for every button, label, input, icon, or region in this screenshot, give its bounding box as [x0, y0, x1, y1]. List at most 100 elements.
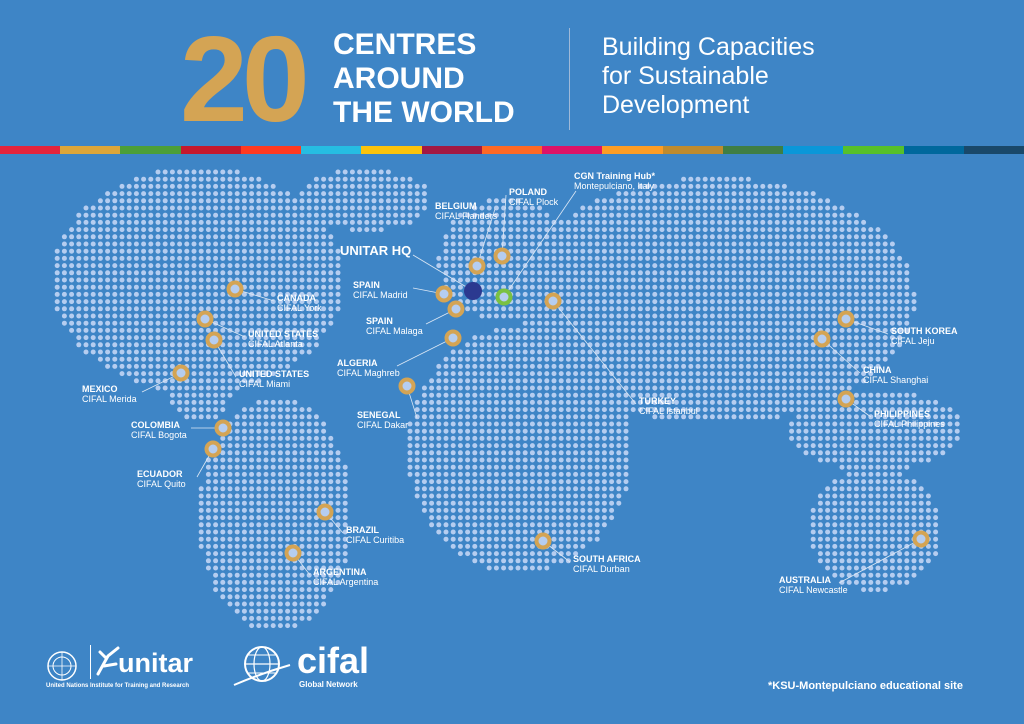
- land-dot: [443, 277, 449, 283]
- cifal-centre-marker[interactable]: [837, 390, 855, 408]
- land-dot: [925, 493, 931, 499]
- land-dot: [868, 587, 874, 593]
- land-dot: [825, 212, 831, 218]
- land-dot: [810, 212, 816, 218]
- cifal-centre-marker[interactable]: [544, 292, 562, 310]
- land-dot: [414, 435, 420, 441]
- land-dot: [249, 551, 255, 557]
- land-dot: [580, 241, 586, 247]
- land-dot: [213, 515, 219, 521]
- land-dot: [177, 399, 183, 405]
- land-dot: [637, 284, 643, 290]
- land-dot: [76, 219, 82, 225]
- land-dot: [717, 313, 723, 319]
- land-dot: [652, 299, 658, 305]
- cifal-centre-marker[interactable]: [837, 310, 855, 328]
- land-dot: [83, 212, 89, 218]
- land-dot: [155, 342, 161, 348]
- land-dot: [256, 608, 262, 614]
- land-dot: [709, 234, 715, 240]
- cifal-centre-marker[interactable]: [226, 280, 244, 298]
- land-dot: [709, 205, 715, 211]
- land-dot: [119, 371, 125, 377]
- land-dot: [385, 183, 391, 189]
- cifal-centre-marker[interactable]: [435, 285, 453, 303]
- land-dot: [882, 428, 888, 434]
- land-dot: [90, 248, 96, 254]
- cifal-centre-marker[interactable]: [316, 503, 334, 521]
- land-dot: [724, 183, 730, 189]
- cifal-centre-marker[interactable]: [398, 377, 416, 395]
- land-dot: [133, 234, 139, 240]
- land-dot: [522, 464, 528, 470]
- land-dot: [263, 407, 269, 413]
- land-dot: [601, 385, 607, 391]
- land-dot: [342, 493, 348, 499]
- land-dot: [623, 479, 629, 485]
- land-dot: [306, 529, 312, 535]
- cifal-centre-marker[interactable]: [468, 257, 486, 275]
- land-dot: [861, 457, 867, 463]
- land-dot: [249, 371, 255, 377]
- land-dot: [767, 291, 773, 297]
- land-dot: [277, 306, 283, 312]
- land-dot: [191, 169, 197, 175]
- cifal-centre-marker[interactable]: [912, 530, 930, 548]
- unitar-hq-marker[interactable]: [464, 282, 482, 300]
- land-dot: [817, 371, 823, 377]
- land-dot: [529, 327, 535, 333]
- cifal-centre-marker[interactable]: [205, 331, 223, 349]
- land-dot: [133, 291, 139, 297]
- land-dot: [853, 457, 859, 463]
- land-dot: [853, 500, 859, 506]
- land-dot: [155, 320, 161, 326]
- cifal-centre-marker[interactable]: [204, 440, 222, 458]
- land-dot: [673, 335, 679, 341]
- land-dot: [515, 299, 521, 305]
- land-dot: [781, 248, 787, 254]
- cifal-centre-marker[interactable]: [493, 247, 511, 265]
- cifal-centre-marker[interactable]: [444, 329, 462, 347]
- land-dot: [198, 407, 204, 413]
- land-dot: [889, 507, 895, 513]
- cifal-centre-marker[interactable]: [813, 330, 831, 348]
- cifal-centre-marker[interactable]: [172, 364, 190, 382]
- land-dot: [191, 219, 197, 225]
- land-dot: [681, 327, 687, 333]
- cifal-centre-marker[interactable]: [534, 532, 552, 550]
- land-dot: [90, 327, 96, 333]
- land-dot: [861, 464, 867, 470]
- land-dot: [601, 299, 607, 305]
- land-dot: [256, 443, 262, 449]
- training-hub-marker[interactable]: [495, 288, 513, 306]
- land-dot: [220, 356, 226, 362]
- land-dot: [162, 270, 168, 276]
- land-dot: [825, 536, 831, 542]
- land-dot: [299, 219, 305, 225]
- land-dot: [781, 392, 787, 398]
- centre-name: CIFAL Shanghai: [863, 375, 929, 385]
- cifal-centre-marker[interactable]: [196, 310, 214, 328]
- land-dot: [666, 407, 672, 413]
- land-dot: [918, 565, 924, 571]
- land-dot: [76, 327, 82, 333]
- cifal-centre-marker[interactable]: [447, 300, 465, 318]
- land-dot: [565, 479, 571, 485]
- land-dot: [205, 191, 211, 197]
- land-dot: [738, 342, 744, 348]
- land-dot: [105, 234, 111, 240]
- land-dot: [321, 486, 327, 492]
- land-dot: [119, 277, 125, 283]
- land-dot: [645, 198, 651, 204]
- land-dot: [256, 407, 262, 413]
- land-dot: [256, 248, 262, 254]
- land-dot: [853, 327, 859, 333]
- land-dot: [724, 349, 730, 355]
- land-dot: [515, 378, 521, 384]
- land-dot: [616, 219, 622, 225]
- land-dot: [436, 428, 442, 434]
- cifal-centre-marker[interactable]: [284, 544, 302, 562]
- cifal-centre-marker[interactable]: [214, 419, 232, 437]
- land-dot: [407, 205, 413, 211]
- land-dot: [673, 320, 679, 326]
